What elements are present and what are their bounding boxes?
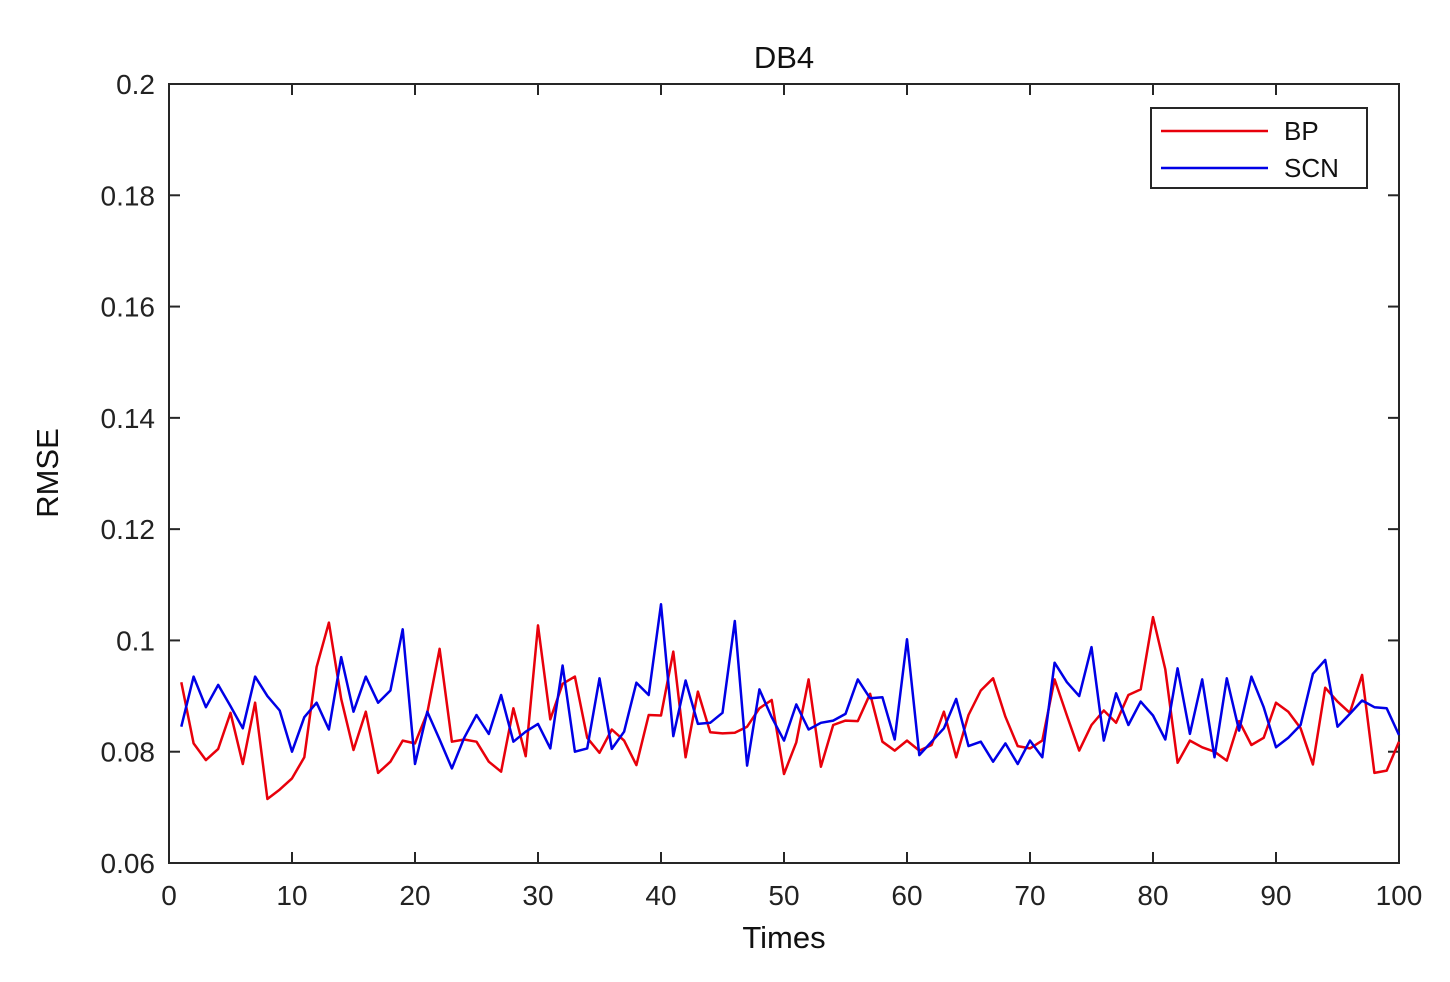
y-axis-label: RMSE: [30, 428, 65, 518]
x-tick-label: 0: [161, 880, 177, 911]
x-tick-label: 50: [768, 880, 799, 911]
x-tick-label: 60: [891, 880, 922, 911]
plot-area: [168, 83, 1400, 864]
x-axis-label: Times: [742, 920, 825, 955]
y-tick-label: 0.12: [101, 514, 156, 545]
x-tick-label: 20: [399, 880, 430, 911]
y-tick-label: 0.1: [116, 625, 155, 656]
x-tick-label: 80: [1137, 880, 1168, 911]
x-tick-label: 100: [1376, 880, 1423, 911]
y-tick-label: 0.18: [101, 180, 156, 211]
series-line-bp: [180, 615, 1401, 801]
legend-box: [1150, 107, 1368, 189]
chart-title: DB4: [754, 40, 814, 75]
y-tick-label: 0.08: [101, 737, 156, 768]
x-tick-label: 30: [522, 880, 553, 911]
y-tick-label: 0.14: [101, 403, 156, 434]
legend-label-scn: SCN: [1284, 153, 1339, 183]
y-tick-label: 0.06: [101, 848, 156, 879]
y-tick-label: 0.2: [116, 69, 155, 100]
x-tick-label: 70: [1014, 880, 1045, 911]
y-tick-label: 0.16: [101, 292, 156, 323]
series-line-scn: [180, 603, 1401, 770]
legend: BP SCN: [1150, 107, 1368, 189]
legend-label-bp: BP: [1284, 116, 1319, 146]
x-tick-label: 90: [1260, 880, 1291, 911]
axis-ticks: 0 10 20 30 40 50 60 70 80 90 100 0.06 0.08 0.1 0.12 0.1…: [101, 69, 1423, 911]
series-lines: [180, 603, 1401, 801]
x-tick-label: 40: [645, 880, 676, 911]
x-tick-label: 10: [276, 880, 307, 911]
